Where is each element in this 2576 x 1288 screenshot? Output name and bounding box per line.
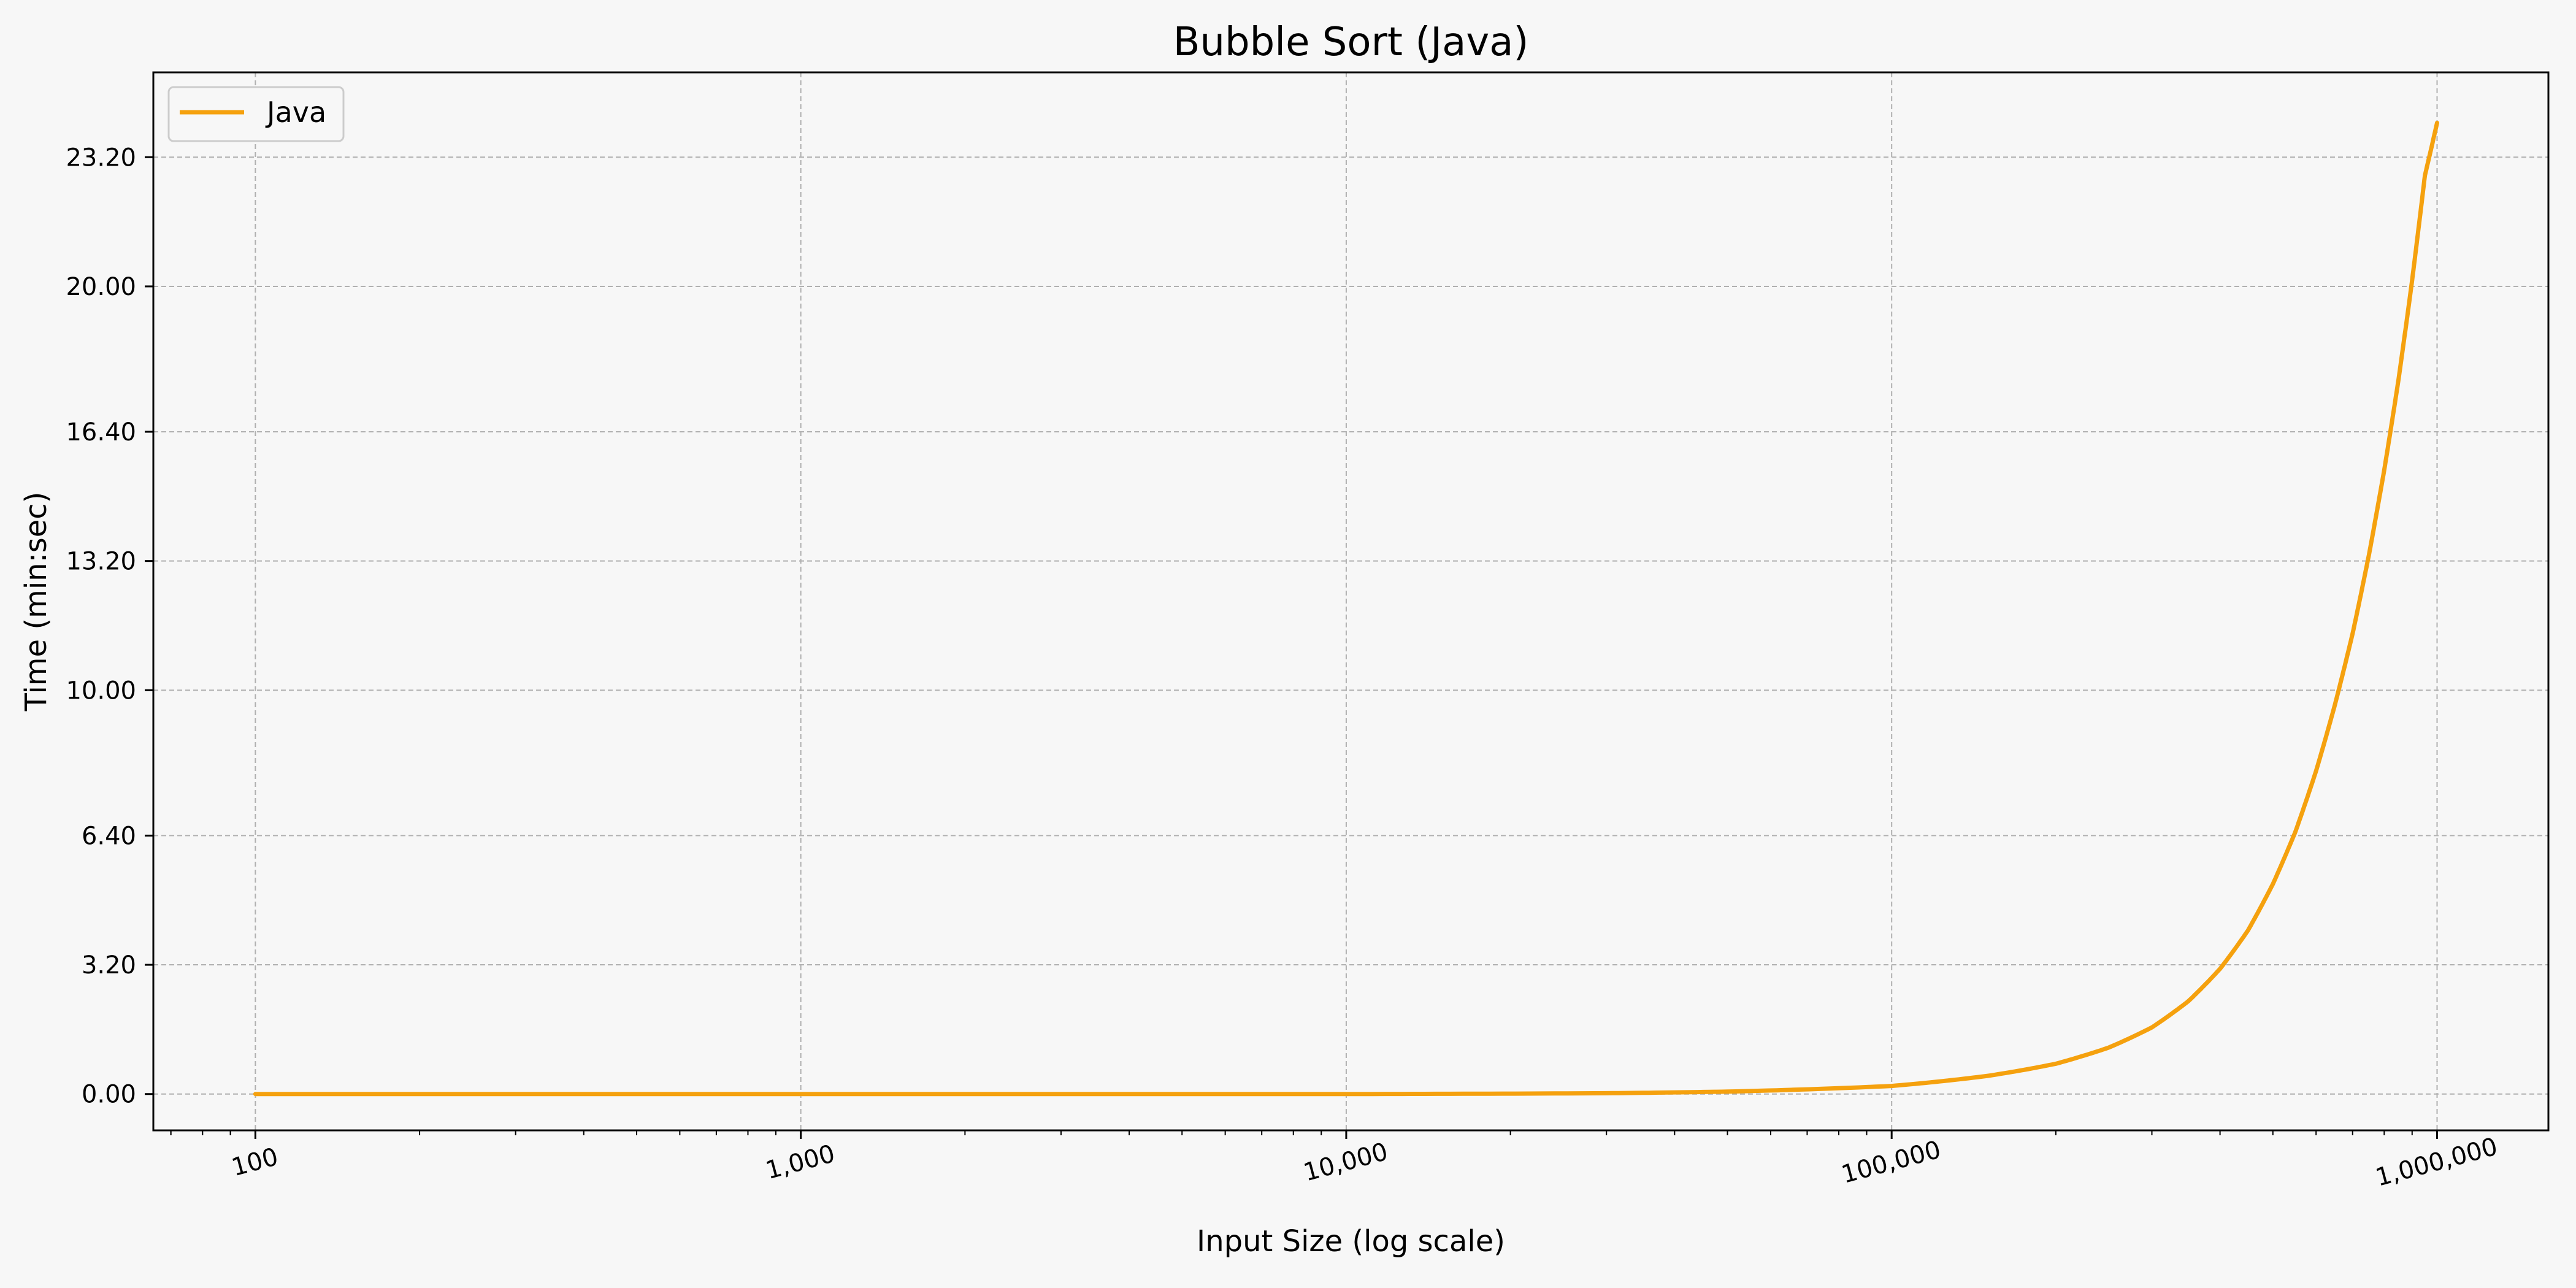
y-axis-ticks: 0.00 3.20 6.40 10.00 13.20 16.40 20.00 23.20 xyxy=(66,144,153,1109)
legend-label-java: Java xyxy=(265,96,326,129)
grid xyxy=(153,72,2548,1130)
minor-ticks xyxy=(170,1130,2413,1135)
plot-frame xyxy=(152,71,2550,1132)
legend-box xyxy=(167,86,345,142)
y-tick-label: 3.20 xyxy=(82,951,136,979)
y-tick-label: 20.00 xyxy=(66,273,136,301)
y-tick-label: 16.40 xyxy=(66,418,136,447)
y-tick-label: 6.40 xyxy=(82,822,136,850)
series-layer xyxy=(253,120,2439,1097)
series-line-java xyxy=(253,120,2439,1097)
y-tick-label: 10.00 xyxy=(66,677,136,705)
chart-title: Bubble Sort (Java) xyxy=(1173,20,1529,65)
y-tick-label: 13.20 xyxy=(66,548,136,576)
x-axis-label: Input Size (log scale) xyxy=(1197,1224,1505,1259)
legend: Java xyxy=(167,86,345,142)
y-axis-label: Time (min:sec) xyxy=(19,492,53,712)
y-tick-label: 0.00 xyxy=(82,1081,136,1109)
y-tick-label: 23.20 xyxy=(66,144,136,172)
